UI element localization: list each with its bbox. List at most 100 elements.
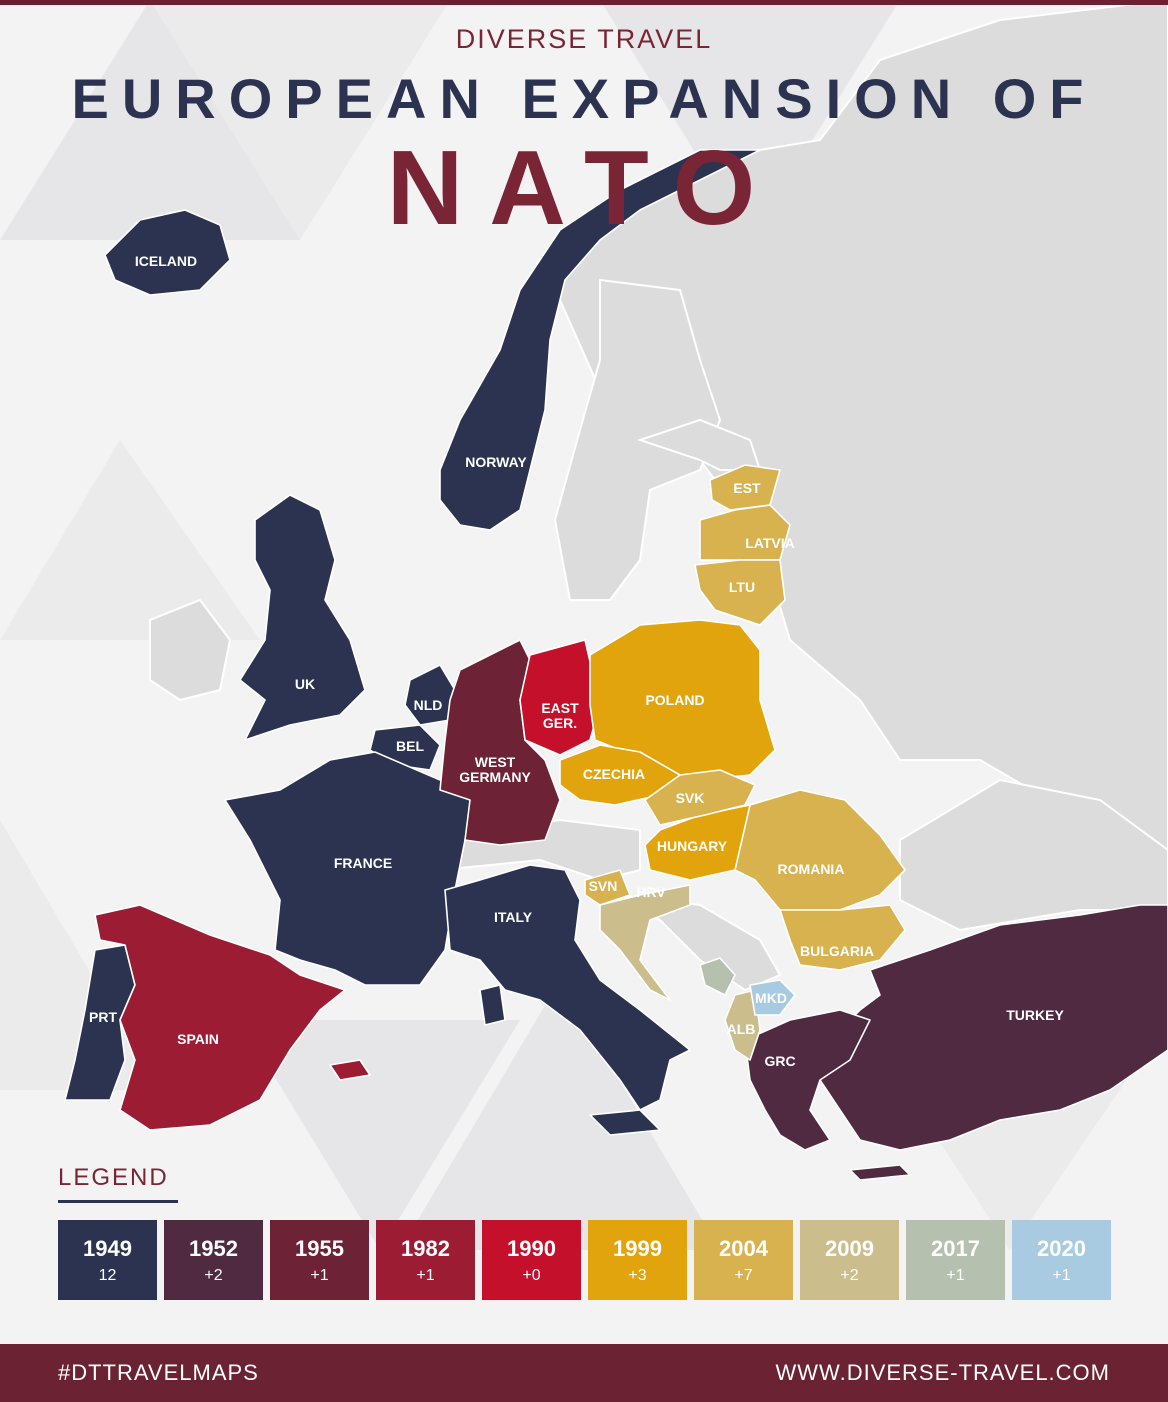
footer-bar: #DTTRAVELMAPS WWW.DIVERSE-TRAVEL.COM bbox=[0, 1344, 1168, 1402]
legend-item-2020: 2020 +1 bbox=[1012, 1220, 1111, 1300]
country-spain bbox=[94, 904, 371, 1131]
country-poland bbox=[589, 619, 776, 781]
country-label-line: ROMANIA bbox=[778, 861, 845, 877]
country-label-ltu: LTU bbox=[729, 579, 755, 595]
brand-name: DIVERSE TRAVEL bbox=[455, 24, 713, 54]
country-label-line: NLD bbox=[414, 697, 443, 713]
country-label-line: CZECHIA bbox=[583, 766, 645, 782]
country-label-line: WEST bbox=[475, 754, 516, 770]
background-triangle bbox=[0, 0, 300, 240]
legend-item-1955: 1955 +1 bbox=[270, 1220, 369, 1300]
page-title: EUROPEAN EXPANSION OF bbox=[71, 67, 1097, 130]
country-label-line: BULGARIA bbox=[800, 943, 874, 959]
country-label-nld: NLD bbox=[414, 697, 443, 713]
country-label-line: NORWAY bbox=[465, 454, 527, 470]
country-label-iceland: ICELAND bbox=[135, 253, 197, 269]
country-label-line: LATVIA bbox=[745, 535, 795, 551]
country-label-svn: SVN bbox=[589, 878, 618, 894]
country-label-line: MKD bbox=[755, 990, 787, 1006]
legend-underline bbox=[58, 1200, 178, 1203]
country-mkd bbox=[749, 979, 796, 1016]
country-label-line: ALB bbox=[727, 1021, 756, 1037]
country-label-poland: POLAND bbox=[645, 692, 704, 708]
country-label-est: EST bbox=[733, 480, 761, 496]
country-label-line: TURKEY bbox=[1006, 1007, 1064, 1023]
country-label-norway: NORWAY bbox=[465, 454, 527, 470]
legend-year: 1949 bbox=[83, 1236, 132, 1261]
country-label-line: GERMANY bbox=[459, 769, 531, 785]
legend-item-1949: 1949 12 bbox=[58, 1220, 157, 1300]
website-link[interactable]: WWW.DIVERSE-TRAVEL.COM bbox=[775, 1360, 1110, 1385]
legend-count: +2 bbox=[840, 1267, 859, 1284]
country-mne bbox=[699, 957, 736, 996]
country-romania bbox=[734, 789, 906, 911]
legend-count: +2 bbox=[204, 1267, 223, 1284]
country-label-bel: BEL bbox=[396, 738, 424, 754]
legend-year: 1952 bbox=[189, 1236, 238, 1261]
legend-item-2009: 2009 +2 bbox=[800, 1220, 899, 1300]
country-label-italy: ITALY bbox=[494, 909, 533, 925]
country-label-line: POLAND bbox=[645, 692, 704, 708]
background-triangle bbox=[240, 1020, 520, 1250]
legend-year: 1999 bbox=[613, 1236, 662, 1261]
country-label-west-germany: WEST GERMANY bbox=[459, 754, 531, 785]
legend-year: 2020 bbox=[1037, 1236, 1086, 1261]
country-latvia bbox=[699, 504, 791, 561]
country-label-line: ITALY bbox=[494, 909, 533, 925]
country-label-line: UK bbox=[295, 676, 315, 692]
country-label-hungary: HUNGARY bbox=[657, 838, 728, 854]
non-member-land-shape bbox=[149, 598, 232, 702]
legend-count: +0 bbox=[522, 1267, 541, 1284]
country-label-romania: ROMANIA bbox=[778, 861, 845, 877]
country-label-alb: ALB bbox=[727, 1021, 756, 1037]
country-east-ger bbox=[519, 639, 601, 756]
country-uk bbox=[239, 494, 366, 741]
country-label-uk: UK bbox=[295, 676, 315, 692]
legend-year: 1982 bbox=[401, 1236, 450, 1261]
country-label-grc: GRC bbox=[764, 1053, 795, 1069]
legend-item-2004: 2004 +7 bbox=[694, 1220, 793, 1300]
legend-year: 2009 bbox=[825, 1236, 874, 1261]
country-label-bulgaria: BULGARIA bbox=[800, 943, 874, 959]
country-label-line: SVK bbox=[676, 790, 705, 806]
country-label-line: HUNGARY bbox=[657, 838, 728, 854]
country-label-line: EAST bbox=[541, 700, 579, 716]
hashtag-text: #DTTRAVELMAPS bbox=[58, 1360, 259, 1385]
country-svn bbox=[584, 869, 631, 906]
country-norway bbox=[439, 149, 761, 531]
country-labels: ICELAND NORWAY UK NLD BEL FRANCE ITALY PRT TURKE… bbox=[89, 253, 1064, 1069]
legend-year: 1990 bbox=[507, 1236, 556, 1261]
country-svk bbox=[644, 769, 756, 826]
country-label-hrv: HRV bbox=[636, 884, 666, 900]
country-label-line: LTU bbox=[729, 579, 755, 595]
legend-count: +1 bbox=[416, 1267, 435, 1284]
legend-item-1982: 1982 +1 bbox=[376, 1220, 475, 1300]
country-label-line: HRV bbox=[636, 884, 666, 900]
legend-count: 12 bbox=[98, 1267, 117, 1284]
legend-item-1952: 1952 +2 bbox=[164, 1220, 263, 1300]
non-member-land-shape bbox=[899, 778, 1168, 932]
country-label-line: EST bbox=[733, 480, 761, 496]
country-label-prt: PRT bbox=[89, 1009, 117, 1025]
legend-count: +3 bbox=[628, 1267, 647, 1284]
country-ltu bbox=[694, 559, 786, 626]
country-label-line: FRANCE bbox=[334, 855, 392, 871]
country-label-line: PRT bbox=[89, 1009, 117, 1025]
country-bulgaria bbox=[779, 904, 906, 971]
country-label-line: GRC bbox=[764, 1053, 795, 1069]
country-italy bbox=[444, 864, 691, 1136]
top-strip bbox=[0, 0, 1168, 5]
legend-count: +1 bbox=[1052, 1267, 1071, 1284]
legend-count: +1 bbox=[310, 1267, 329, 1284]
legend: 1949 12 1952 +2 1955 +1 1982 +1 1990 +0 1999 +3 2004… bbox=[58, 1220, 1118, 1300]
country-label-spain: SPAIN bbox=[177, 1031, 219, 1047]
country-label-line: SPAIN bbox=[177, 1031, 219, 1047]
country-label-france: FRANCE bbox=[334, 855, 392, 871]
country-label-line: SVN bbox=[589, 878, 618, 894]
country-hrv bbox=[599, 884, 691, 1001]
legend-item-1990: 1990 +0 bbox=[482, 1220, 581, 1300]
country-label-svk: SVK bbox=[676, 790, 705, 806]
background-triangle bbox=[400, 980, 720, 1250]
country-label-east-ger: EAST GER. bbox=[541, 700, 579, 731]
